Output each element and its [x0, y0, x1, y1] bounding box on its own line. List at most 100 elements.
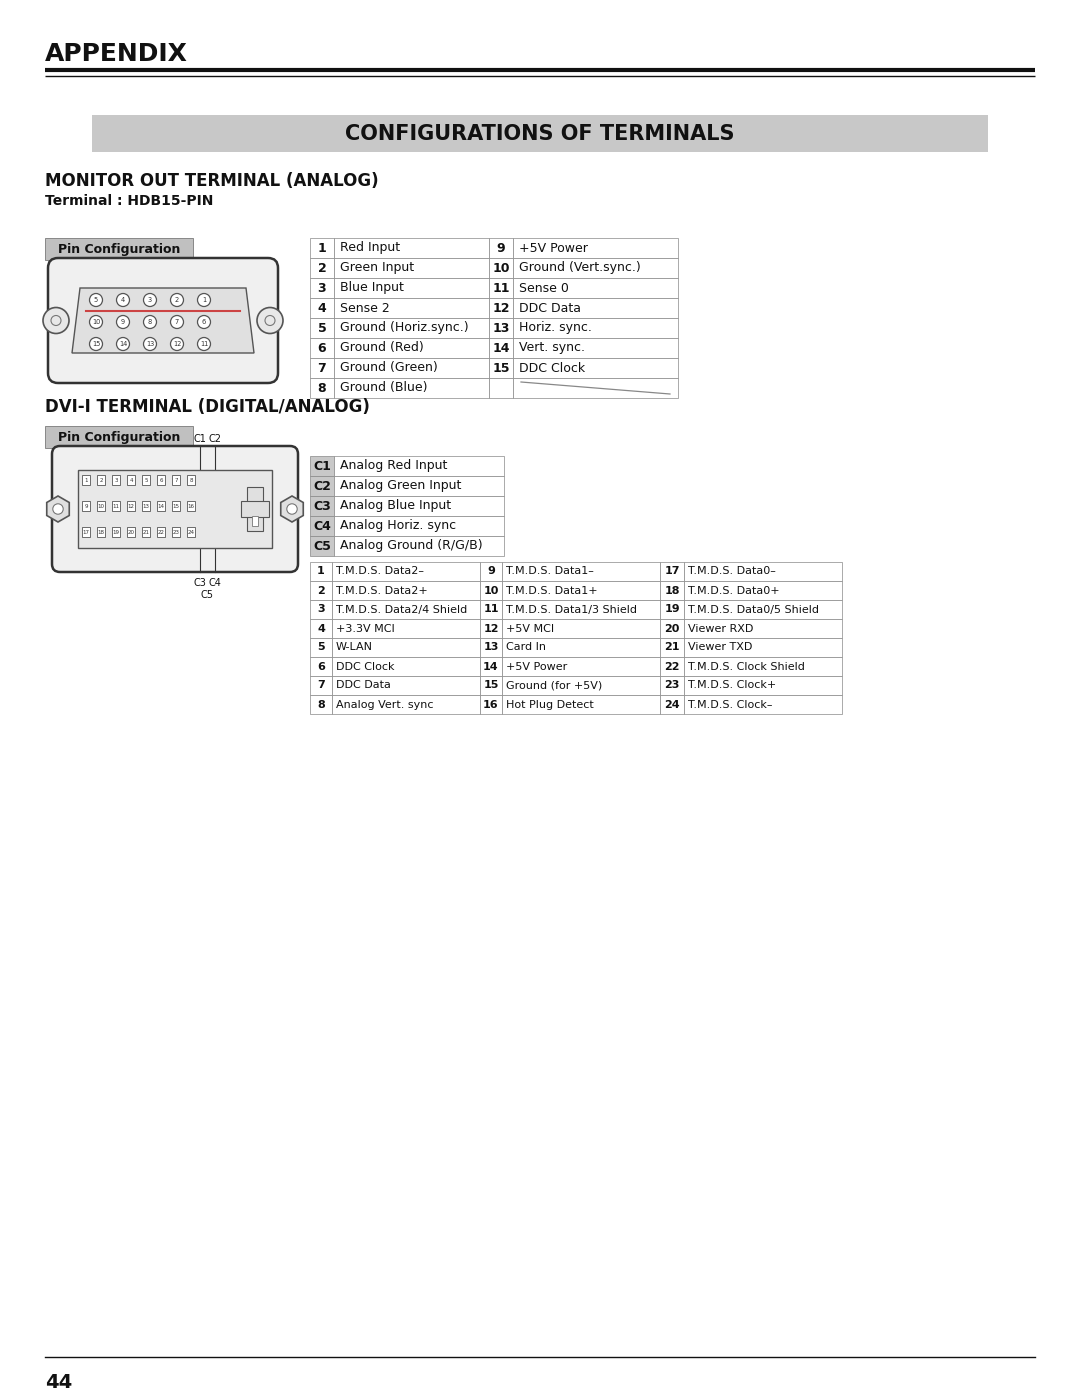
Circle shape — [53, 504, 64, 514]
Text: 1: 1 — [84, 478, 87, 483]
Text: 14: 14 — [119, 341, 127, 346]
Circle shape — [287, 504, 297, 514]
Bar — [489, 358, 513, 379]
Bar — [480, 581, 502, 599]
Bar — [502, 581, 660, 599]
Text: Sense 2: Sense 2 — [340, 302, 390, 314]
Bar — [332, 599, 480, 619]
Bar — [660, 638, 684, 657]
Bar — [97, 527, 105, 536]
Text: C1: C1 — [193, 434, 206, 444]
Text: 4: 4 — [318, 623, 325, 633]
Text: 3: 3 — [148, 298, 152, 303]
Text: T.M.D.S. Data1/3 Shield: T.M.D.S. Data1/3 Shield — [507, 605, 637, 615]
Bar — [513, 258, 678, 278]
Text: 10: 10 — [92, 319, 100, 326]
Text: 9: 9 — [487, 567, 495, 577]
Bar — [157, 527, 165, 536]
Bar — [334, 455, 504, 476]
Text: 12: 12 — [492, 302, 510, 314]
Text: 17: 17 — [82, 529, 90, 535]
Text: 16: 16 — [188, 504, 194, 509]
Bar — [480, 676, 502, 694]
Bar — [502, 619, 660, 638]
Text: Card In: Card In — [507, 643, 546, 652]
Text: 22: 22 — [158, 529, 164, 535]
Text: T.M.D.S. Data2+: T.M.D.S. Data2+ — [336, 585, 428, 595]
Text: 13: 13 — [492, 321, 510, 334]
Text: 5: 5 — [318, 643, 325, 652]
Text: 10: 10 — [97, 504, 105, 509]
Text: 12: 12 — [483, 623, 499, 633]
Text: 8: 8 — [318, 381, 326, 394]
Text: T.M.D.S. Data2–: T.M.D.S. Data2– — [336, 567, 424, 577]
Text: CONFIGURATIONS OF TERMINALS: CONFIGURATIONS OF TERMINALS — [346, 123, 734, 144]
Bar — [310, 581, 332, 599]
Text: 3: 3 — [318, 605, 325, 615]
Text: 7: 7 — [175, 319, 179, 326]
Bar — [310, 358, 334, 379]
Text: C4: C4 — [208, 578, 221, 588]
Bar — [157, 475, 165, 485]
Bar — [310, 599, 332, 619]
Text: 2: 2 — [318, 585, 325, 595]
Polygon shape — [72, 288, 254, 353]
Text: Vert. sync.: Vert. sync. — [519, 341, 585, 355]
Bar — [310, 676, 332, 694]
Bar — [92, 115, 988, 152]
Text: T.M.D.S. Data1–: T.M.D.S. Data1– — [507, 567, 594, 577]
Text: C4: C4 — [313, 520, 330, 532]
Text: T.M.D.S. Data0/5 Shield: T.M.D.S. Data0/5 Shield — [688, 605, 819, 615]
Bar — [502, 638, 660, 657]
Text: 9: 9 — [121, 319, 125, 326]
Text: T.M.D.S. Data0+: T.M.D.S. Data0+ — [688, 585, 780, 595]
Text: W-LAN: W-LAN — [336, 643, 373, 652]
Text: Ground (Blue): Ground (Blue) — [340, 381, 428, 394]
Bar — [127, 475, 135, 485]
Bar — [310, 515, 334, 536]
Bar — [513, 319, 678, 338]
Text: 14: 14 — [158, 504, 164, 509]
Bar — [684, 599, 842, 619]
Text: +5V MCI: +5V MCI — [507, 623, 554, 633]
Bar — [310, 319, 334, 338]
Bar — [332, 619, 480, 638]
Bar — [45, 237, 193, 260]
Text: 21: 21 — [143, 529, 149, 535]
Text: 7: 7 — [318, 362, 326, 374]
Text: 19: 19 — [664, 605, 679, 615]
Bar — [45, 426, 193, 448]
Circle shape — [43, 307, 69, 334]
Circle shape — [171, 316, 184, 328]
Bar — [684, 581, 842, 599]
Bar — [660, 676, 684, 694]
Text: 15: 15 — [92, 341, 100, 346]
Circle shape — [257, 307, 283, 334]
Text: 6: 6 — [318, 662, 325, 672]
Bar — [82, 502, 90, 511]
Text: Terminal : HDB15-PIN: Terminal : HDB15-PIN — [45, 194, 214, 208]
Bar — [310, 619, 332, 638]
Text: MONITOR OUT TERMINAL (ANALOG): MONITOR OUT TERMINAL (ANALOG) — [45, 172, 379, 190]
Text: 11: 11 — [483, 605, 499, 615]
Text: Red Input: Red Input — [340, 242, 400, 254]
Bar — [684, 562, 842, 581]
Bar — [684, 676, 842, 694]
FancyBboxPatch shape — [52, 446, 298, 571]
Text: 2: 2 — [318, 261, 326, 274]
Circle shape — [90, 316, 103, 328]
Bar — [502, 562, 660, 581]
Bar — [310, 638, 332, 657]
Bar — [334, 278, 489, 298]
Text: 3: 3 — [114, 478, 118, 483]
Text: 13: 13 — [484, 643, 499, 652]
Bar — [157, 502, 165, 511]
Bar — [513, 298, 678, 319]
Bar — [684, 638, 842, 657]
Bar — [97, 502, 105, 511]
Bar — [172, 527, 180, 536]
Bar — [310, 694, 332, 714]
Text: 12: 12 — [173, 341, 181, 346]
Bar — [310, 536, 334, 556]
Text: C1: C1 — [313, 460, 330, 472]
